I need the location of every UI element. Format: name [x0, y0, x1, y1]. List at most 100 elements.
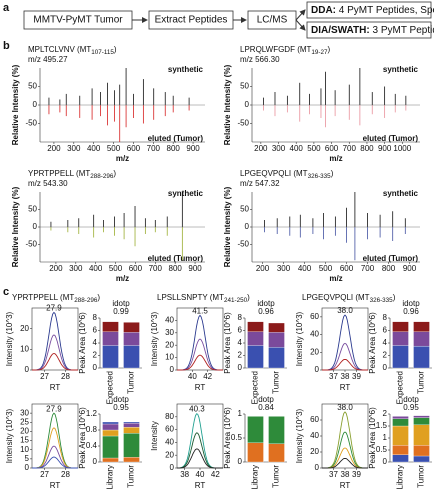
apex-label: 27.9	[46, 404, 62, 413]
x-tick-label: 37	[329, 372, 338, 381]
top-label: synthetic	[168, 189, 204, 198]
y-tick-label: 0	[170, 365, 175, 374]
title-end: )	[113, 169, 116, 178]
score-label: dotp	[258, 395, 274, 404]
apex-label: 41.5	[192, 307, 208, 316]
plot-frame	[321, 307, 369, 371]
apex-label: 40.3	[189, 405, 205, 414]
x-tick-label: 900	[403, 264, 417, 273]
x-tick-label: 42	[211, 470, 220, 479]
x-tick-label: 300	[67, 144, 81, 153]
step: Extract Peptides	[155, 15, 228, 26]
xic-trace	[322, 342, 368, 371]
x-axis-label: m/z	[329, 274, 342, 283]
x-tick-label: 39	[352, 470, 361, 479]
bar-segment	[413, 455, 430, 463]
y-tick-label: 50	[240, 205, 249, 214]
bar-segment	[102, 421, 119, 425]
y-tick-label: 0	[170, 463, 175, 472]
x-tick-label: 200	[256, 264, 270, 273]
top-label: synthetic	[383, 65, 419, 74]
bar-segment	[392, 445, 409, 455]
score-label: idotp	[257, 299, 275, 308]
step: LC/MS	[257, 15, 288, 26]
y-tick-label: 1	[238, 409, 243, 418]
y-tick-label: 0	[238, 457, 243, 466]
x-tick-label: 400	[290, 144, 304, 153]
x-tick-label: 500	[109, 264, 123, 273]
y-tick-label: 0	[238, 363, 243, 372]
xic-trace	[177, 314, 223, 371]
bar-segment	[102, 331, 119, 346]
y-tick-label: 0	[245, 100, 250, 109]
panel-label: c	[3, 286, 9, 298]
y-tick-label: 2	[383, 351, 388, 360]
x-axis-label: RT	[340, 481, 351, 490]
xic-trace	[176, 413, 223, 469]
precursor-mz: m/z 495.27	[28, 55, 68, 64]
x-tick-label: 1000	[393, 144, 411, 153]
bar-segment	[123, 332, 140, 346]
y-tick-label: 0	[33, 222, 38, 231]
category-label: Tumor	[272, 465, 281, 488]
score-label: dotp	[113, 395, 129, 404]
x-tick-label: 300	[277, 264, 291, 273]
category-label: Tumor	[272, 371, 281, 394]
output-bold: DDA:	[311, 5, 336, 16]
y-tick-label: 0	[383, 363, 388, 372]
y-axis-label: Intensity (10^3)	[150, 311, 159, 366]
y-tick-label: 0	[383, 457, 388, 466]
y-tick-label: -50	[237, 240, 249, 249]
y-axis-label: Peak Area (10^6)	[223, 407, 232, 469]
score: 0.84	[258, 403, 274, 412]
output: DIA/SWATH: 3 PyMT Peptides	[311, 25, 434, 36]
bar-segment	[102, 435, 119, 459]
xic-trace	[177, 432, 223, 469]
output-box	[306, 21, 432, 39]
title-end: )	[331, 169, 334, 178]
top-label: synthetic	[383, 189, 419, 198]
y-tick-label: 40	[165, 316, 174, 325]
bar-segment	[123, 423, 140, 428]
x-tick-label: 700	[149, 264, 163, 273]
y-tick-label: 0.5	[231, 433, 243, 442]
y-tick-label: 25	[20, 417, 29, 426]
x-axis-label: RT	[195, 481, 206, 490]
x-tick-label: 38	[341, 470, 350, 479]
title: MPLTCLVNV (MT107-115)	[28, 45, 117, 56]
y-tick-label: 40	[310, 431, 319, 440]
x-tick-label: 28	[61, 470, 70, 479]
bottom-label: eluted (Tumor)	[363, 254, 419, 263]
title-main: YPRTPPELL (MT	[12, 293, 74, 302]
panel-label: a	[3, 2, 10, 14]
xic-trace	[322, 457, 368, 469]
bottom-label: eluted (Tumor)	[148, 254, 204, 263]
xic-trace	[32, 311, 78, 371]
y-tick-label: 8	[238, 313, 243, 322]
output-text: 4 PyMT Peptides, Spectral Library	[336, 5, 434, 16]
x-tick-label: 500	[107, 144, 121, 153]
y-tick-label: 0	[315, 463, 320, 472]
category-label: Tumor	[417, 465, 426, 488]
title: LPGEQVPQLI (MT326-335)	[240, 169, 334, 180]
x-tick-label: 38	[180, 470, 189, 479]
y-tick-label: 20	[310, 347, 319, 356]
x-tick-label: 700	[147, 144, 161, 153]
y-tick-label: 10	[20, 445, 29, 454]
x-tick-label: 27	[40, 470, 49, 479]
bar-segment	[392, 418, 409, 427]
x-tick-label: 600	[127, 144, 141, 153]
xic-trace	[177, 338, 223, 371]
title-main: MPLTCLVNV (MT	[28, 45, 91, 54]
y-tick-label: 1.2	[86, 409, 98, 418]
bar-segment	[268, 347, 285, 369]
x-tick-label: 40	[188, 372, 197, 381]
y-tick-label: 0	[33, 100, 38, 109]
plot-frame	[176, 307, 224, 371]
xic-trace	[322, 411, 368, 469]
y-axis-label: Relative Intensity (%)	[11, 186, 20, 267]
plot-frame	[31, 307, 79, 371]
y-tick-label: 40	[310, 330, 319, 339]
x-tick-label: 900	[188, 264, 202, 273]
